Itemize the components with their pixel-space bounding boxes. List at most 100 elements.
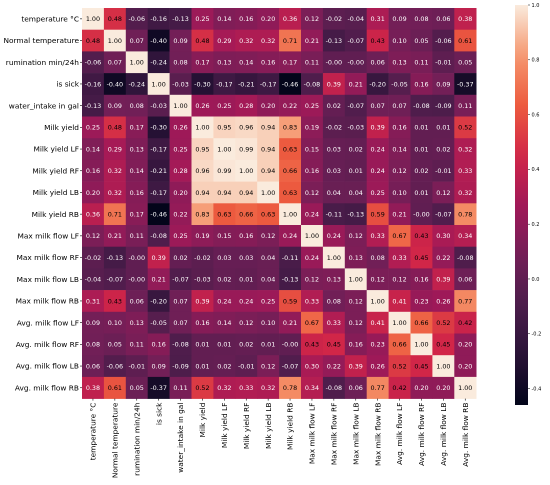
cell-value-label: -0.16 (150, 15, 167, 23)
heatmap-cell (279, 94, 302, 117)
cell-value-label: 0.08 (86, 341, 100, 349)
cell-value-label: -0.21 (150, 167, 167, 175)
y-tick-label: temperature °C (21, 14, 79, 23)
cell-value-label: 0.32 (108, 167, 122, 175)
cell-value-label: 0.12 (392, 167, 406, 175)
cell-value-label: 0.36 (283, 15, 297, 23)
heatmap-cell (169, 225, 192, 247)
heatmap-cell (279, 203, 302, 226)
cell-value-label: 0.06 (458, 276, 472, 284)
heatmap-cell (125, 376, 148, 399)
cell-value-label: 0.20 (86, 189, 100, 197)
heatmap-cell (257, 51, 280, 74)
cell-value-label: 0.07 (108, 59, 122, 67)
cell-value-label: -0.03 (194, 276, 211, 284)
cell-value-label: 0.28 (239, 102, 253, 110)
heatmap-cell (235, 8, 258, 30)
cell-value-label: 0.07 (130, 37, 144, 45)
cell-value-label: 0.32 (239, 37, 253, 45)
cell-value-label: 0.41 (392, 297, 406, 305)
heatmap-cell (454, 376, 477, 399)
cell-value-label: 0.17 (130, 210, 144, 218)
heatmap-cell (257, 116, 280, 139)
cell-value-label: 0.09 (436, 80, 450, 88)
heatmap-cell (366, 290, 389, 313)
cell-value-label: 0.01 (195, 341, 209, 349)
cell-value-label: 0.03 (239, 254, 253, 262)
cell-value-label: 0.41 (371, 319, 385, 327)
heatmap-cell (82, 181, 105, 204)
heatmap-cell (454, 94, 477, 117)
heatmap-cell (169, 159, 192, 182)
cell-value-label: 0.12 (86, 232, 100, 240)
heatmap-cell (388, 203, 411, 226)
cell-value-label: -0.13 (107, 254, 124, 262)
cell-value-label: 0.16 (392, 124, 406, 132)
x-tick-label: Milk yield LF (220, 403, 229, 449)
heatmap-cell (322, 29, 346, 52)
cell-value-label: 0.04 (261, 254, 275, 262)
heatmap-cell (366, 51, 389, 74)
heatmap-cell (125, 94, 148, 117)
heatmap-cell (388, 116, 411, 139)
cell-value-label: 0.05 (130, 384, 144, 392)
cell-value-label: -0.30 (194, 80, 211, 88)
heatmap-cell (410, 290, 433, 313)
cell-value-label: 0.01 (436, 124, 450, 132)
heatmap-cell (191, 355, 214, 378)
heatmap-cell (191, 8, 214, 30)
cell-value-label: 1.00 (217, 145, 231, 153)
heatmap-cell (235, 268, 258, 291)
cell-value-label: -0.07 (347, 102, 364, 110)
heatmap-cell (279, 159, 302, 182)
cell-value-label: -0.20 (150, 297, 167, 305)
heatmap-cell (235, 29, 258, 52)
cell-value-label: -0.00 (347, 59, 364, 67)
cell-value-label: 0.83 (195, 210, 209, 218)
heatmap-cell (147, 355, 170, 378)
cell-value-label: 0.33 (305, 297, 319, 305)
heatmap-cell (432, 8, 455, 30)
cell-value-label: -0.20 (369, 80, 386, 88)
cell-value-label: 0.07 (371, 102, 385, 110)
heatmap-cell (301, 94, 324, 117)
heatmap-cell (366, 29, 389, 52)
cell-value-label: -0.37 (150, 384, 167, 392)
x-tick-label: Max milk flow RB (373, 403, 382, 466)
cell-value-label: 0.63 (261, 210, 275, 218)
heatmap-cell (279, 181, 302, 204)
y-tick-label: Normal temperature (3, 36, 79, 45)
heatmap-cell (301, 29, 324, 52)
heatmap-cell (147, 138, 170, 161)
heatmap-cell (301, 51, 324, 74)
heatmap-cell (147, 73, 170, 96)
cell-value-label: 0.59 (283, 297, 297, 305)
cell-value-label: 0.94 (261, 167, 275, 175)
cell-value-label: 0.14 (86, 145, 100, 153)
cell-value-label: -0.06 (85, 59, 102, 67)
cell-value-label: -0.08 (304, 80, 321, 88)
cell-value-label: 0.24 (371, 145, 385, 153)
cell-value-label: 0.11 (130, 341, 144, 349)
cell-value-label: -0.03 (172, 80, 189, 88)
cell-value-label: 0.14 (239, 59, 253, 67)
heatmap-cell (125, 159, 148, 182)
heatmap-cell (388, 268, 411, 291)
cell-value-label: 0.23 (371, 341, 385, 349)
cell-value-label: 0.05 (108, 341, 122, 349)
cell-value-label: 0.20 (261, 102, 275, 110)
cell-value-label: 0.52 (458, 124, 472, 132)
cell-value-label: 0.42 (392, 384, 406, 392)
heatmap-cell (344, 159, 367, 182)
heatmap-cell (213, 246, 236, 269)
cell-value-label: 0.43 (371, 37, 385, 45)
heatmap-cell (388, 225, 411, 247)
cell-value-label: 0.14 (217, 319, 231, 327)
heatmap-cell (454, 29, 477, 52)
heatmap-cell (301, 116, 324, 139)
cell-value-label: -0.37 (457, 80, 474, 88)
heatmap-cell (322, 159, 346, 182)
cell-value-label: -0.00 (326, 59, 343, 67)
cell-value-label: 0.21 (392, 210, 406, 218)
heatmap-cell (235, 181, 258, 204)
